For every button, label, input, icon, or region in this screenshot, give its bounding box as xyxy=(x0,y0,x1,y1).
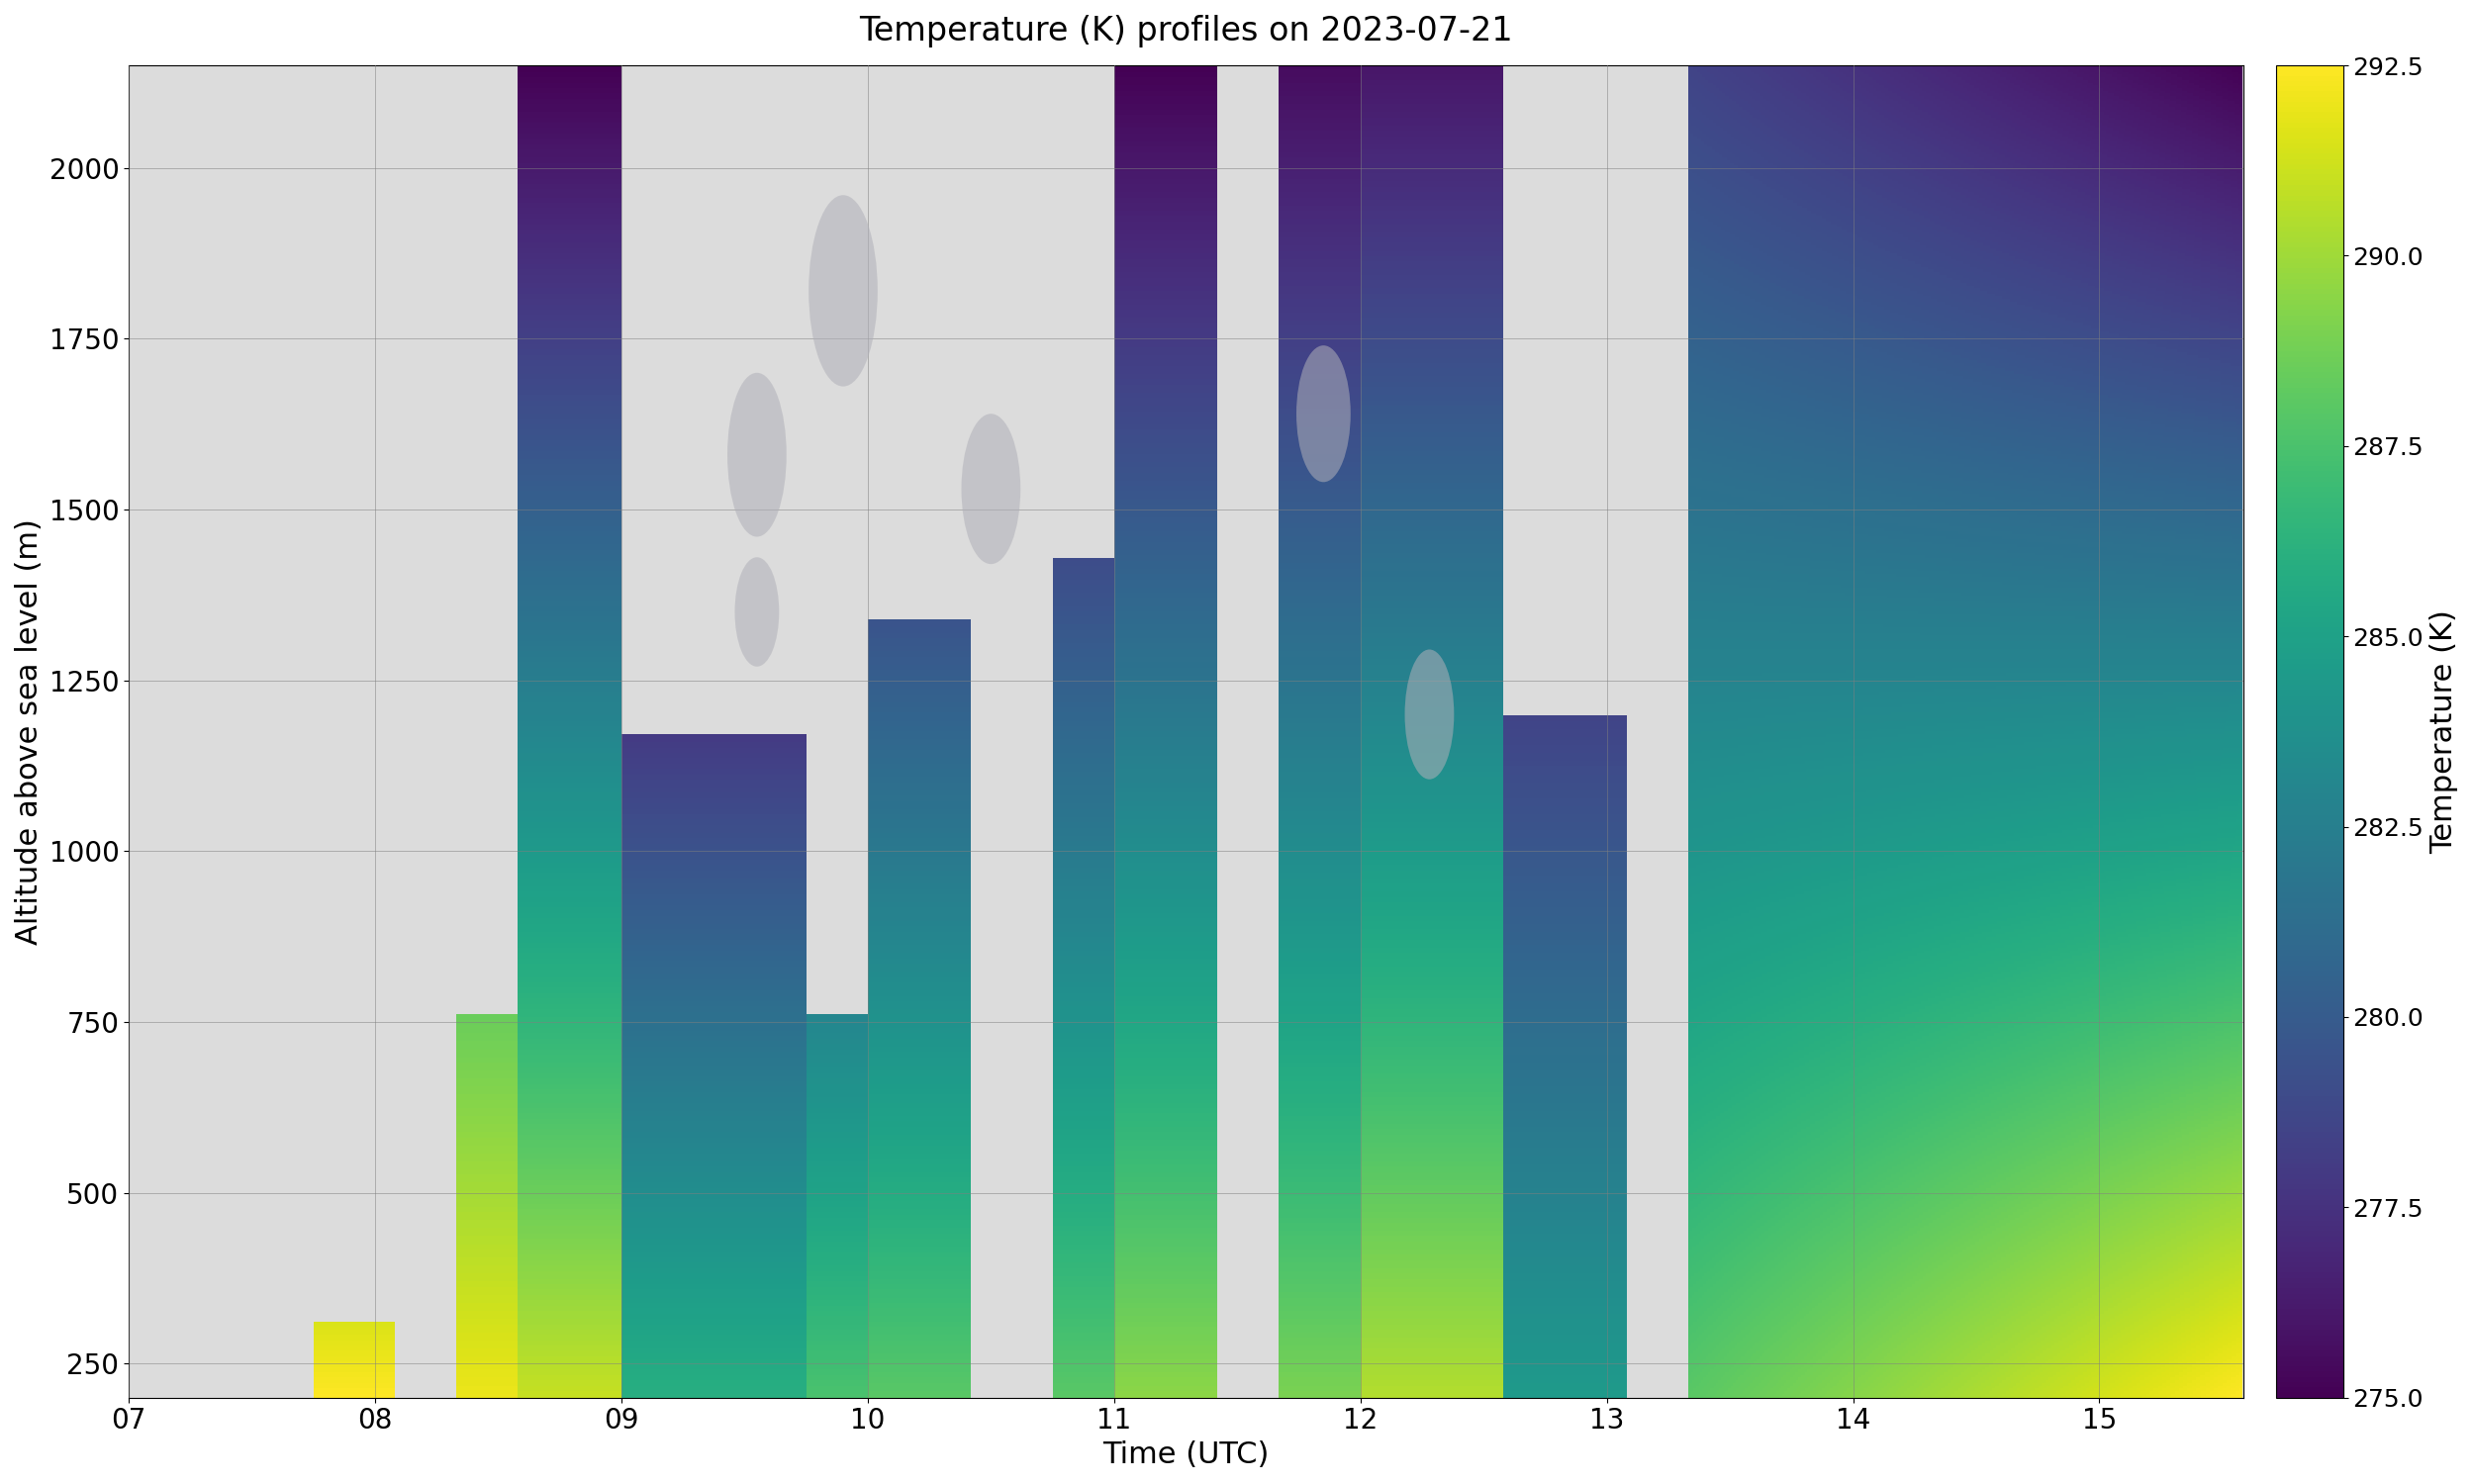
Title: Temperature (K) profiles on 2023-07-21: Temperature (K) profiles on 2023-07-21 xyxy=(858,15,1512,47)
Ellipse shape xyxy=(735,558,779,666)
Y-axis label: Temperature (K): Temperature (K) xyxy=(2429,610,2457,853)
Ellipse shape xyxy=(727,372,787,537)
X-axis label: Time (UTC): Time (UTC) xyxy=(1103,1441,1269,1469)
Y-axis label: Altitude above sea level (m): Altitude above sea level (m) xyxy=(15,518,45,945)
Ellipse shape xyxy=(809,194,878,386)
Ellipse shape xyxy=(1405,650,1455,779)
Ellipse shape xyxy=(1296,346,1351,482)
Ellipse shape xyxy=(962,414,1019,564)
